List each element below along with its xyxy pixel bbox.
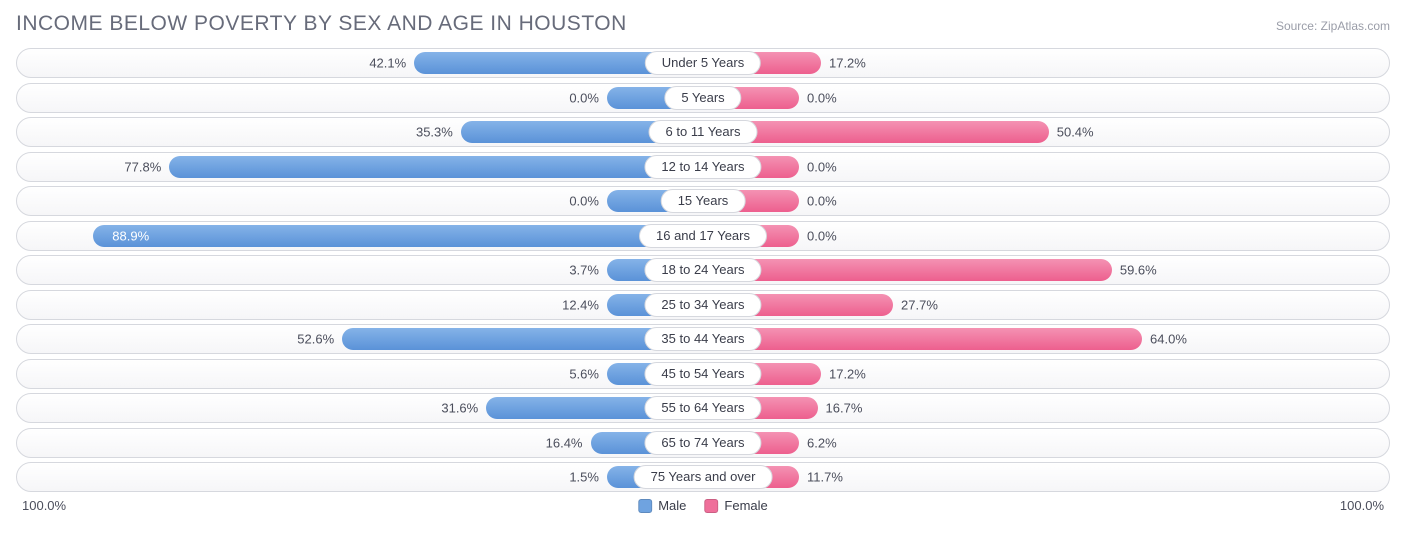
female-value-label: 27.7% <box>901 297 938 312</box>
legend-item-male: Male <box>638 498 686 513</box>
legend-female-label: Female <box>724 498 767 513</box>
chart-area: 42.1% 17.2% Under 5 Years 0.0% 0.0% 5 Years 35… <box>16 48 1390 492</box>
category-label: 35 to 44 Years <box>644 327 761 351</box>
female-value-label: 0.0% <box>807 90 837 105</box>
bar-row: 52.6% 64.0% 35 to 44 Years <box>16 324 1390 354</box>
female-bar <box>703 259 1112 281</box>
female-value-label: 17.2% <box>829 366 866 381</box>
category-label: 25 to 34 Years <box>644 293 761 317</box>
male-value-label: 52.6% <box>297 332 334 347</box>
female-value-label: 0.0% <box>807 159 837 174</box>
female-value-label: 6.2% <box>807 435 837 450</box>
bar-row: 12.4% 27.7% 25 to 34 Years <box>16 290 1390 320</box>
chart-source: Source: ZipAtlas.com <box>1276 19 1390 33</box>
male-value-label: 3.7% <box>569 263 599 278</box>
legend-male-label: Male <box>658 498 686 513</box>
male-value-label: 77.8% <box>124 159 161 174</box>
bar-row: 1.5% 11.7% 75 Years and over <box>16 462 1390 492</box>
category-label: 12 to 14 Years <box>644 155 761 179</box>
female-value-label: 17.2% <box>829 56 866 71</box>
chart-title: INCOME BELOW POVERTY BY SEX AND AGE IN H… <box>16 12 627 36</box>
category-label: 18 to 24 Years <box>644 258 761 282</box>
female-value-label: 64.0% <box>1150 332 1187 347</box>
bar-row: 0.0% 0.0% 5 Years <box>16 83 1390 113</box>
female-value-label: 0.0% <box>807 194 837 209</box>
female-value-label: 16.7% <box>826 401 863 416</box>
male-bar <box>93 225 703 247</box>
female-value-label: 50.4% <box>1057 125 1094 140</box>
male-value-label: 1.5% <box>569 470 599 485</box>
bar-row: 0.0% 0.0% 15 Years <box>16 186 1390 216</box>
female-value-label: 0.0% <box>807 228 837 243</box>
category-label: 75 Years and over <box>634 465 773 489</box>
legend: Male Female <box>638 498 768 513</box>
category-label: 15 Years <box>661 189 746 213</box>
male-value-label: 12.4% <box>562 297 599 312</box>
male-value-label: 16.4% <box>546 435 583 450</box>
bar-row: 16.4% 6.2% 65 to 74 Years <box>16 428 1390 458</box>
legend-item-female: Female <box>704 498 767 513</box>
male-value-label: 42.1% <box>369 56 406 71</box>
male-value-label: 35.3% <box>416 125 453 140</box>
category-label: 65 to 74 Years <box>644 431 761 455</box>
chart-header: INCOME BELOW POVERTY BY SEX AND AGE IN H… <box>16 12 1390 36</box>
chart-footer: 100.0% Male Female 100.0% <box>16 498 1390 528</box>
category-label: Under 5 Years <box>645 51 761 75</box>
category-label: 55 to 64 Years <box>644 396 761 420</box>
bar-row: 5.6% 17.2% 45 to 54 Years <box>16 359 1390 389</box>
category-label: 16 and 17 Years <box>639 224 767 248</box>
bar-row: 88.9% 0.0% 16 and 17 Years <box>16 221 1390 251</box>
female-value-label: 11.7% <box>807 470 843 485</box>
male-value-label: 5.6% <box>569 366 599 381</box>
category-label: 45 to 54 Years <box>644 362 761 386</box>
male-value-label: 88.9% <box>112 228 149 243</box>
bar-row: 3.7% 59.6% 18 to 24 Years <box>16 255 1390 285</box>
axis-label-left: 100.0% <box>22 498 66 513</box>
female-bar <box>703 328 1142 350</box>
bar-row: 42.1% 17.2% Under 5 Years <box>16 48 1390 78</box>
axis-label-right: 100.0% <box>1340 498 1384 513</box>
category-label: 5 Years <box>664 86 741 110</box>
bar-row: 31.6% 16.7% 55 to 64 Years <box>16 393 1390 423</box>
bar-row: 77.8% 0.0% 12 to 14 Years <box>16 152 1390 182</box>
male-bar <box>169 156 703 178</box>
male-value-label: 0.0% <box>569 194 599 209</box>
bar-row: 35.3% 50.4% 6 to 11 Years <box>16 117 1390 147</box>
female-value-label: 59.6% <box>1120 263 1157 278</box>
male-swatch-icon <box>638 499 652 513</box>
category-label: 6 to 11 Years <box>649 120 758 144</box>
male-value-label: 0.0% <box>569 90 599 105</box>
male-value-label: 31.6% <box>441 401 478 416</box>
female-swatch-icon <box>704 499 718 513</box>
